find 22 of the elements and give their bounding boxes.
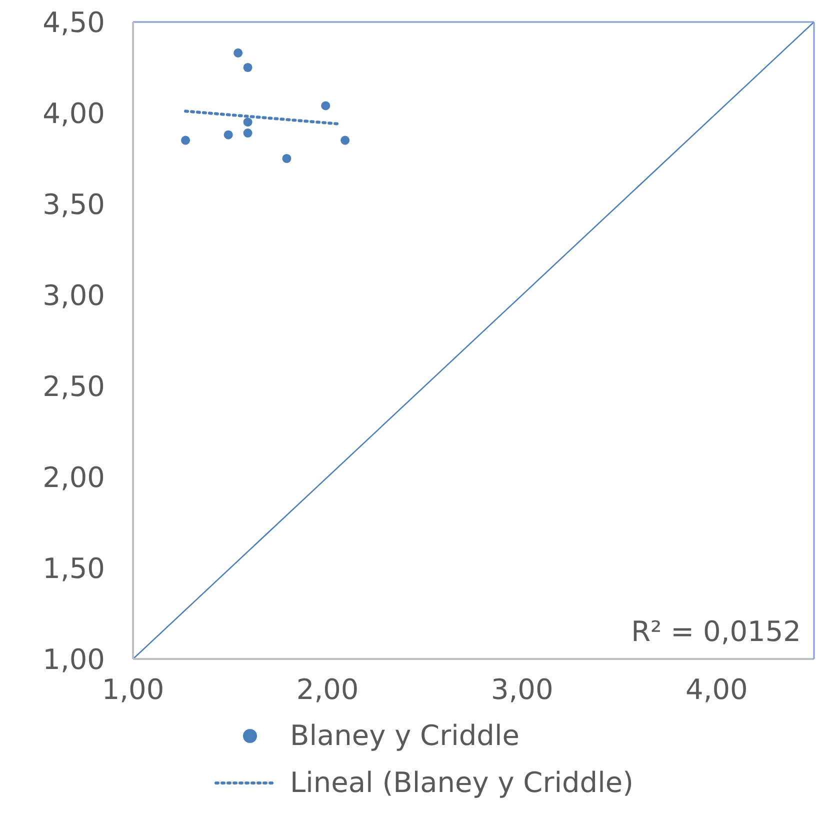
y-tick-label: 4,50: [42, 6, 105, 39]
point: [224, 130, 233, 140]
annotation: R² = 0,0152: [631, 615, 801, 648]
point: [243, 118, 252, 127]
point: [282, 154, 292, 164]
x-tick-label: 3,00: [490, 672, 554, 706]
point: [243, 62, 252, 72]
y-tick-label: 1,50: [42, 552, 105, 585]
point: [340, 136, 350, 145]
legend-label: Lineal (Blaney y Criddle): [290, 766, 634, 799]
y-tick-label: 3,50: [42, 188, 105, 221]
y-tick-label: 4,00: [42, 96, 105, 130]
y-tick-label: 2,00: [42, 460, 105, 494]
point: [321, 101, 330, 110]
y-tick-label: 3,00: [42, 278, 105, 312]
point: [243, 128, 252, 138]
x-tick-label: 4,00: [686, 672, 748, 706]
y-tick-label: 2,50: [42, 370, 105, 403]
point: [234, 48, 243, 58]
legend-label: Blaney y Criddle: [290, 719, 520, 752]
x-tick-label: 2,00: [296, 672, 359, 706]
point: [181, 136, 190, 145]
